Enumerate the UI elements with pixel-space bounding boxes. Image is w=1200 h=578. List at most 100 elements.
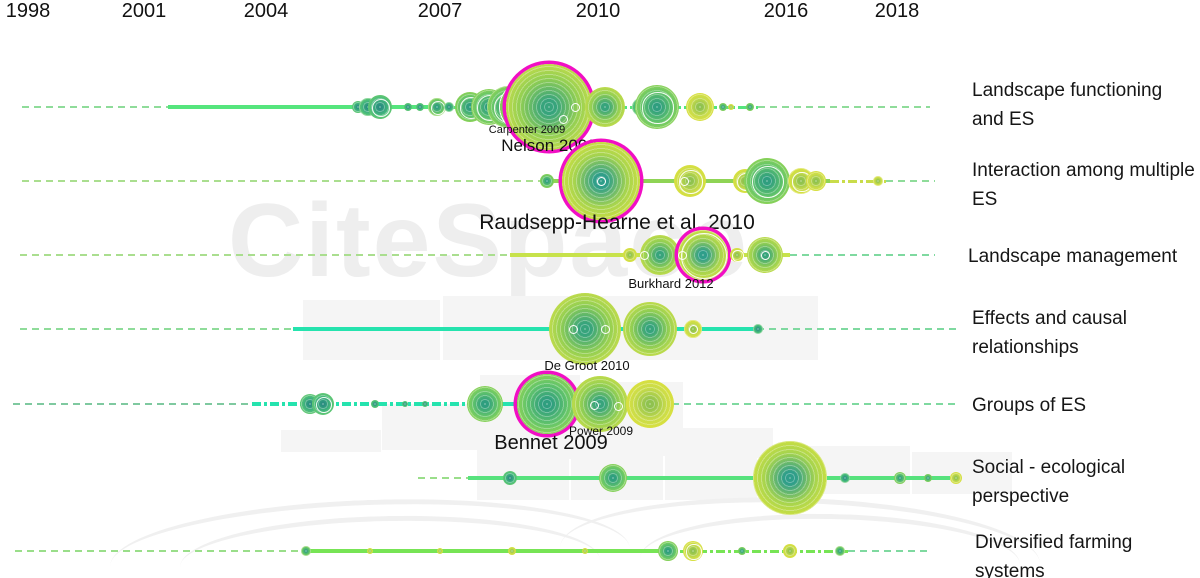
citation-node[interactable] bbox=[783, 544, 797, 558]
citation-node[interactable] bbox=[684, 320, 702, 338]
citation-node[interactable] bbox=[924, 474, 932, 482]
timeline-segment-solid bbox=[293, 327, 757, 331]
citation-node[interactable] bbox=[444, 102, 454, 112]
citation-node[interactable] bbox=[730, 248, 744, 262]
background-block bbox=[912, 452, 1012, 494]
citation-node[interactable] bbox=[582, 548, 588, 554]
co-citation-marker-dot bbox=[597, 177, 606, 186]
co-citation-marker-dot bbox=[761, 251, 770, 260]
cluster-label-line: ES bbox=[972, 189, 998, 210]
citation-node[interactable] bbox=[301, 546, 311, 556]
citation-node[interactable] bbox=[623, 302, 677, 356]
timeline-segment-dashed bbox=[20, 327, 293, 331]
timeline-segment-dashed bbox=[20, 254, 510, 256]
white-ring-decoration bbox=[679, 170, 703, 194]
citation-node[interactable] bbox=[840, 473, 850, 483]
citation-node[interactable] bbox=[422, 401, 428, 407]
white-ring-decoration bbox=[431, 101, 445, 115]
timeline-segment-dashed bbox=[848, 550, 930, 552]
timeline-segment-dashed bbox=[418, 477, 468, 479]
cluster-label-diversified-farming: Diversified farming systems bbox=[975, 528, 1132, 578]
cluster-label-effects-causal: Effects and causal relationships bbox=[972, 304, 1127, 362]
cluster-label-line: Effects and causal bbox=[972, 308, 1127, 329]
citation-node[interactable] bbox=[467, 386, 503, 422]
node-annotation: Power 2009 bbox=[568, 424, 634, 438]
timeline-segment-dashed bbox=[15, 549, 303, 553]
highlighted-citation-node[interactable] bbox=[506, 64, 592, 150]
citation-node[interactable] bbox=[416, 103, 424, 111]
citation-node[interactable] bbox=[835, 546, 845, 556]
citation-node[interactable] bbox=[599, 464, 627, 492]
citation-node[interactable] bbox=[312, 393, 334, 415]
citation-node[interactable] bbox=[640, 235, 680, 275]
node-annotation: Raudsepp-Hearne et al. 2010 bbox=[479, 211, 755, 234]
citation-node[interactable] bbox=[686, 93, 714, 121]
highlighted-citation-node[interactable] bbox=[678, 230, 728, 280]
citation-node[interactable] bbox=[744, 158, 790, 204]
background-block bbox=[665, 440, 757, 500]
timeline-segment-dashed bbox=[13, 403, 252, 405]
timeline-segment-dashed bbox=[758, 106, 930, 108]
citation-node[interactable] bbox=[746, 103, 754, 111]
cluster-label-line: Landscape functioning bbox=[972, 80, 1163, 101]
year-axis-tick-2018: 2018 bbox=[874, 0, 920, 22]
citation-node[interactable] bbox=[950, 472, 962, 484]
citation-node[interactable] bbox=[674, 165, 706, 197]
cluster-label-line: Landscape management bbox=[968, 246, 1178, 267]
white-ring-decoration bbox=[642, 92, 674, 124]
timeline-segment-solid bbox=[468, 476, 950, 480]
cluster-label-interaction-multiple-es: Interaction among multiple ES bbox=[972, 156, 1195, 214]
citation-node[interactable] bbox=[371, 400, 379, 408]
citation-node[interactable] bbox=[549, 293, 621, 365]
citation-node[interactable] bbox=[503, 471, 517, 485]
citation-node[interactable] bbox=[402, 401, 408, 407]
citation-node[interactable] bbox=[626, 380, 674, 428]
citation-node[interactable] bbox=[738, 547, 746, 555]
citation-node[interactable] bbox=[572, 376, 628, 432]
citation-node[interactable] bbox=[404, 103, 412, 111]
timeline-segment-dashed bbox=[790, 254, 935, 256]
citation-node[interactable] bbox=[747, 237, 783, 273]
timeline-segment-solid bbox=[308, 549, 662, 553]
cluster-label-line: Diversified farming bbox=[975, 532, 1133, 553]
citation-node[interactable] bbox=[806, 171, 826, 191]
citation-node[interactable] bbox=[894, 472, 906, 484]
co-citation-marker-dot bbox=[678, 251, 687, 260]
node-annotation: Carpenter 2009 bbox=[488, 124, 566, 136]
white-ring-decoration bbox=[681, 233, 727, 279]
cluster-label-landscape-functioning: Landscape functioning and ES bbox=[972, 76, 1162, 134]
co-citation-marker-dot bbox=[640, 251, 649, 260]
citation-node[interactable] bbox=[437, 548, 443, 554]
co-citation-marker-dot bbox=[559, 115, 568, 124]
node-annotation: Bennet 2009 bbox=[494, 432, 608, 454]
node-annotation: Nelson 2009 bbox=[501, 136, 597, 155]
highlighted-citation-node[interactable] bbox=[562, 142, 640, 220]
citation-node[interactable] bbox=[540, 174, 554, 188]
year-axis-tick-2007: 2007 bbox=[417, 0, 463, 22]
citation-node[interactable] bbox=[728, 104, 734, 110]
white-ring-decoration bbox=[315, 396, 333, 414]
citation-node[interactable] bbox=[658, 541, 678, 561]
citation-node[interactable] bbox=[368, 95, 392, 119]
citation-node[interactable] bbox=[719, 103, 727, 111]
node-annotation: De Groot 2010 bbox=[544, 358, 630, 373]
citation-node[interactable] bbox=[585, 87, 625, 127]
highlighted-citation-node[interactable] bbox=[517, 374, 577, 434]
citation-node[interactable] bbox=[508, 547, 516, 555]
citation-node[interactable] bbox=[635, 85, 679, 129]
citation-node[interactable] bbox=[367, 548, 373, 554]
citation-node[interactable] bbox=[753, 441, 827, 515]
citation-node[interactable] bbox=[753, 324, 763, 334]
citation-node[interactable] bbox=[683, 541, 703, 561]
co-citation-marker-dot bbox=[571, 103, 580, 112]
year-axis-tick-2004: 2004 bbox=[243, 0, 289, 22]
citation-node[interactable] bbox=[873, 176, 883, 186]
timeline-segment-dashed bbox=[886, 180, 935, 182]
cluster-label-line: Interaction among multiple bbox=[972, 160, 1195, 181]
timeline-segment-dashed bbox=[757, 328, 958, 330]
year-axis-tick-2010: 2010 bbox=[575, 0, 621, 22]
co-citation-marker-dot bbox=[601, 325, 610, 334]
white-ring-decoration bbox=[751, 165, 785, 199]
citation-node[interactable] bbox=[623, 248, 637, 262]
